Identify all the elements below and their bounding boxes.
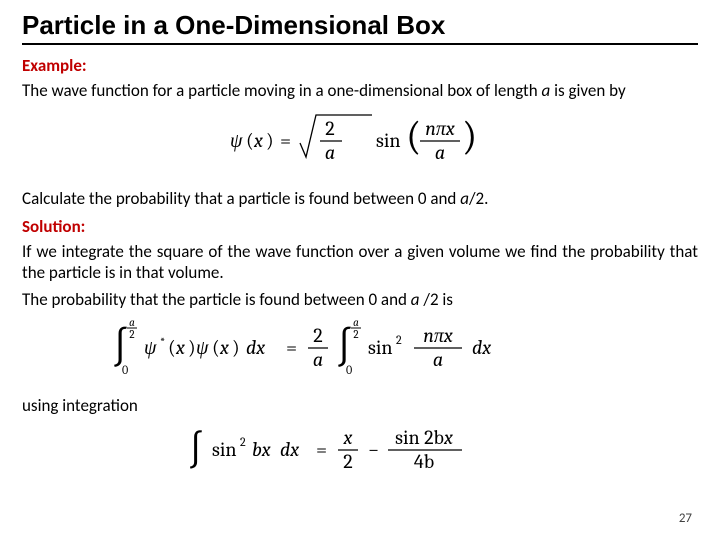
sol2-a: The probability that the particle is fou…	[22, 289, 411, 310]
f3-eq: =	[316, 438, 327, 461]
formula-integral-identity: ∫ sin 2 bx dx = x 2 − sin 2bx	[22, 422, 698, 483]
f2-sq: 2	[396, 333, 402, 347]
solution-line-2: The probability that the particle is fou…	[22, 289, 698, 310]
f1-eq: =	[280, 129, 291, 152]
question-a: Calculate the probability that a particl…	[22, 188, 460, 209]
f1-a: a	[325, 141, 335, 164]
f3-int: ∫	[188, 428, 204, 472]
example-label: Example:	[22, 55, 698, 76]
svg-text:nπx: nπx	[425, 117, 455, 140]
f2-a: a	[313, 348, 323, 371]
question-b: /2.	[469, 188, 488, 209]
intro-var-a: a	[541, 80, 550, 101]
f3-sin2: sin	[395, 426, 420, 449]
formula-wavefunction: ψ ( x ) = 2 a sin ( nπx a	[22, 107, 698, 178]
intro-part-a: The wave function for a particle moving …	[22, 80, 541, 101]
svg-text:): )	[232, 336, 240, 359]
f1-sin: sin	[376, 129, 401, 152]
sol2-b: /2 is	[420, 289, 453, 310]
f3-b1: b	[252, 438, 262, 461]
svg-text:sin 2bx: sin 2bx	[395, 426, 453, 449]
svg-text:): )	[266, 129, 274, 152]
f2-a2: a	[433, 348, 443, 371]
svg-text:): )	[188, 336, 196, 359]
f2-eq: =	[286, 336, 297, 359]
svg-text:4b: 4b	[414, 450, 434, 473]
f2-star: *	[160, 335, 165, 349]
using-integration: using integration	[22, 395, 698, 416]
f1-x2: x	[445, 117, 455, 140]
svg-text:bx: bx	[252, 438, 271, 461]
f3-minus: −	[368, 438, 379, 461]
f2-psi2: ψ	[196, 336, 209, 359]
f3-4b: 4b	[414, 450, 434, 473]
f2-low2: 0	[346, 363, 352, 377]
intro-part-b: is given by	[550, 80, 625, 101]
f2-low1: 0	[122, 363, 128, 377]
f2-n: n	[423, 324, 434, 347]
solution-label: Solution:	[22, 216, 698, 237]
svg-text:): )	[462, 113, 477, 159]
f1-psi: ψ	[230, 129, 243, 152]
f3-x3: x	[443, 426, 453, 449]
question-var-a: a	[460, 188, 469, 209]
f2-two: 2	[313, 324, 322, 347]
f1-n: n	[425, 117, 436, 140]
slide: Particle in a One-Dimensional Box Exampl…	[0, 0, 720, 540]
solution-line-1: If we integrate the square of the wave f…	[22, 241, 698, 284]
svg-text:(: (	[168, 336, 176, 359]
page-number: 27	[679, 511, 692, 526]
f2-dx2: dx	[472, 336, 491, 359]
f2-sin: sin	[368, 336, 393, 359]
f3-dx: dx	[280, 438, 299, 461]
title-rule: Particle in a One-Dimensional Box	[22, 10, 698, 45]
f3-sq: 2	[240, 435, 246, 449]
f2-x2: x	[219, 336, 229, 359]
f1-two: 2	[325, 117, 334, 140]
f3-x1: x	[261, 438, 271, 461]
f1-x: x	[253, 129, 263, 152]
f3-2b: 2b	[424, 426, 444, 449]
f2-up2b: 2	[353, 328, 358, 341]
f3-sin: sin	[212, 438, 237, 461]
formula-probability: ∫ 0 a 2 ψ * ( x ) ψ ( x ) dx = 2	[22, 316, 698, 385]
svg-text:nπx: nπx	[423, 324, 453, 347]
f2-dx1: dx	[246, 336, 265, 359]
intro-text: The wave function for a particle moving …	[22, 80, 698, 101]
f1-a2: a	[435, 141, 445, 164]
f3-two: 2	[343, 450, 352, 473]
f3-x2: x	[343, 426, 353, 449]
sol2-var-a: a	[411, 289, 420, 310]
question-text: Calculate the probability that a particl…	[22, 188, 698, 209]
f2-psi1: ψ	[144, 336, 157, 359]
svg-text:(: (	[246, 129, 254, 152]
svg-text:(: (	[406, 113, 421, 159]
f2-up1b: 2	[129, 328, 134, 341]
slide-title: Particle in a One-Dimensional Box	[22, 10, 698, 41]
svg-text:(: (	[212, 336, 220, 359]
f2-x1: x	[175, 336, 185, 359]
f2-x3: x	[443, 324, 453, 347]
